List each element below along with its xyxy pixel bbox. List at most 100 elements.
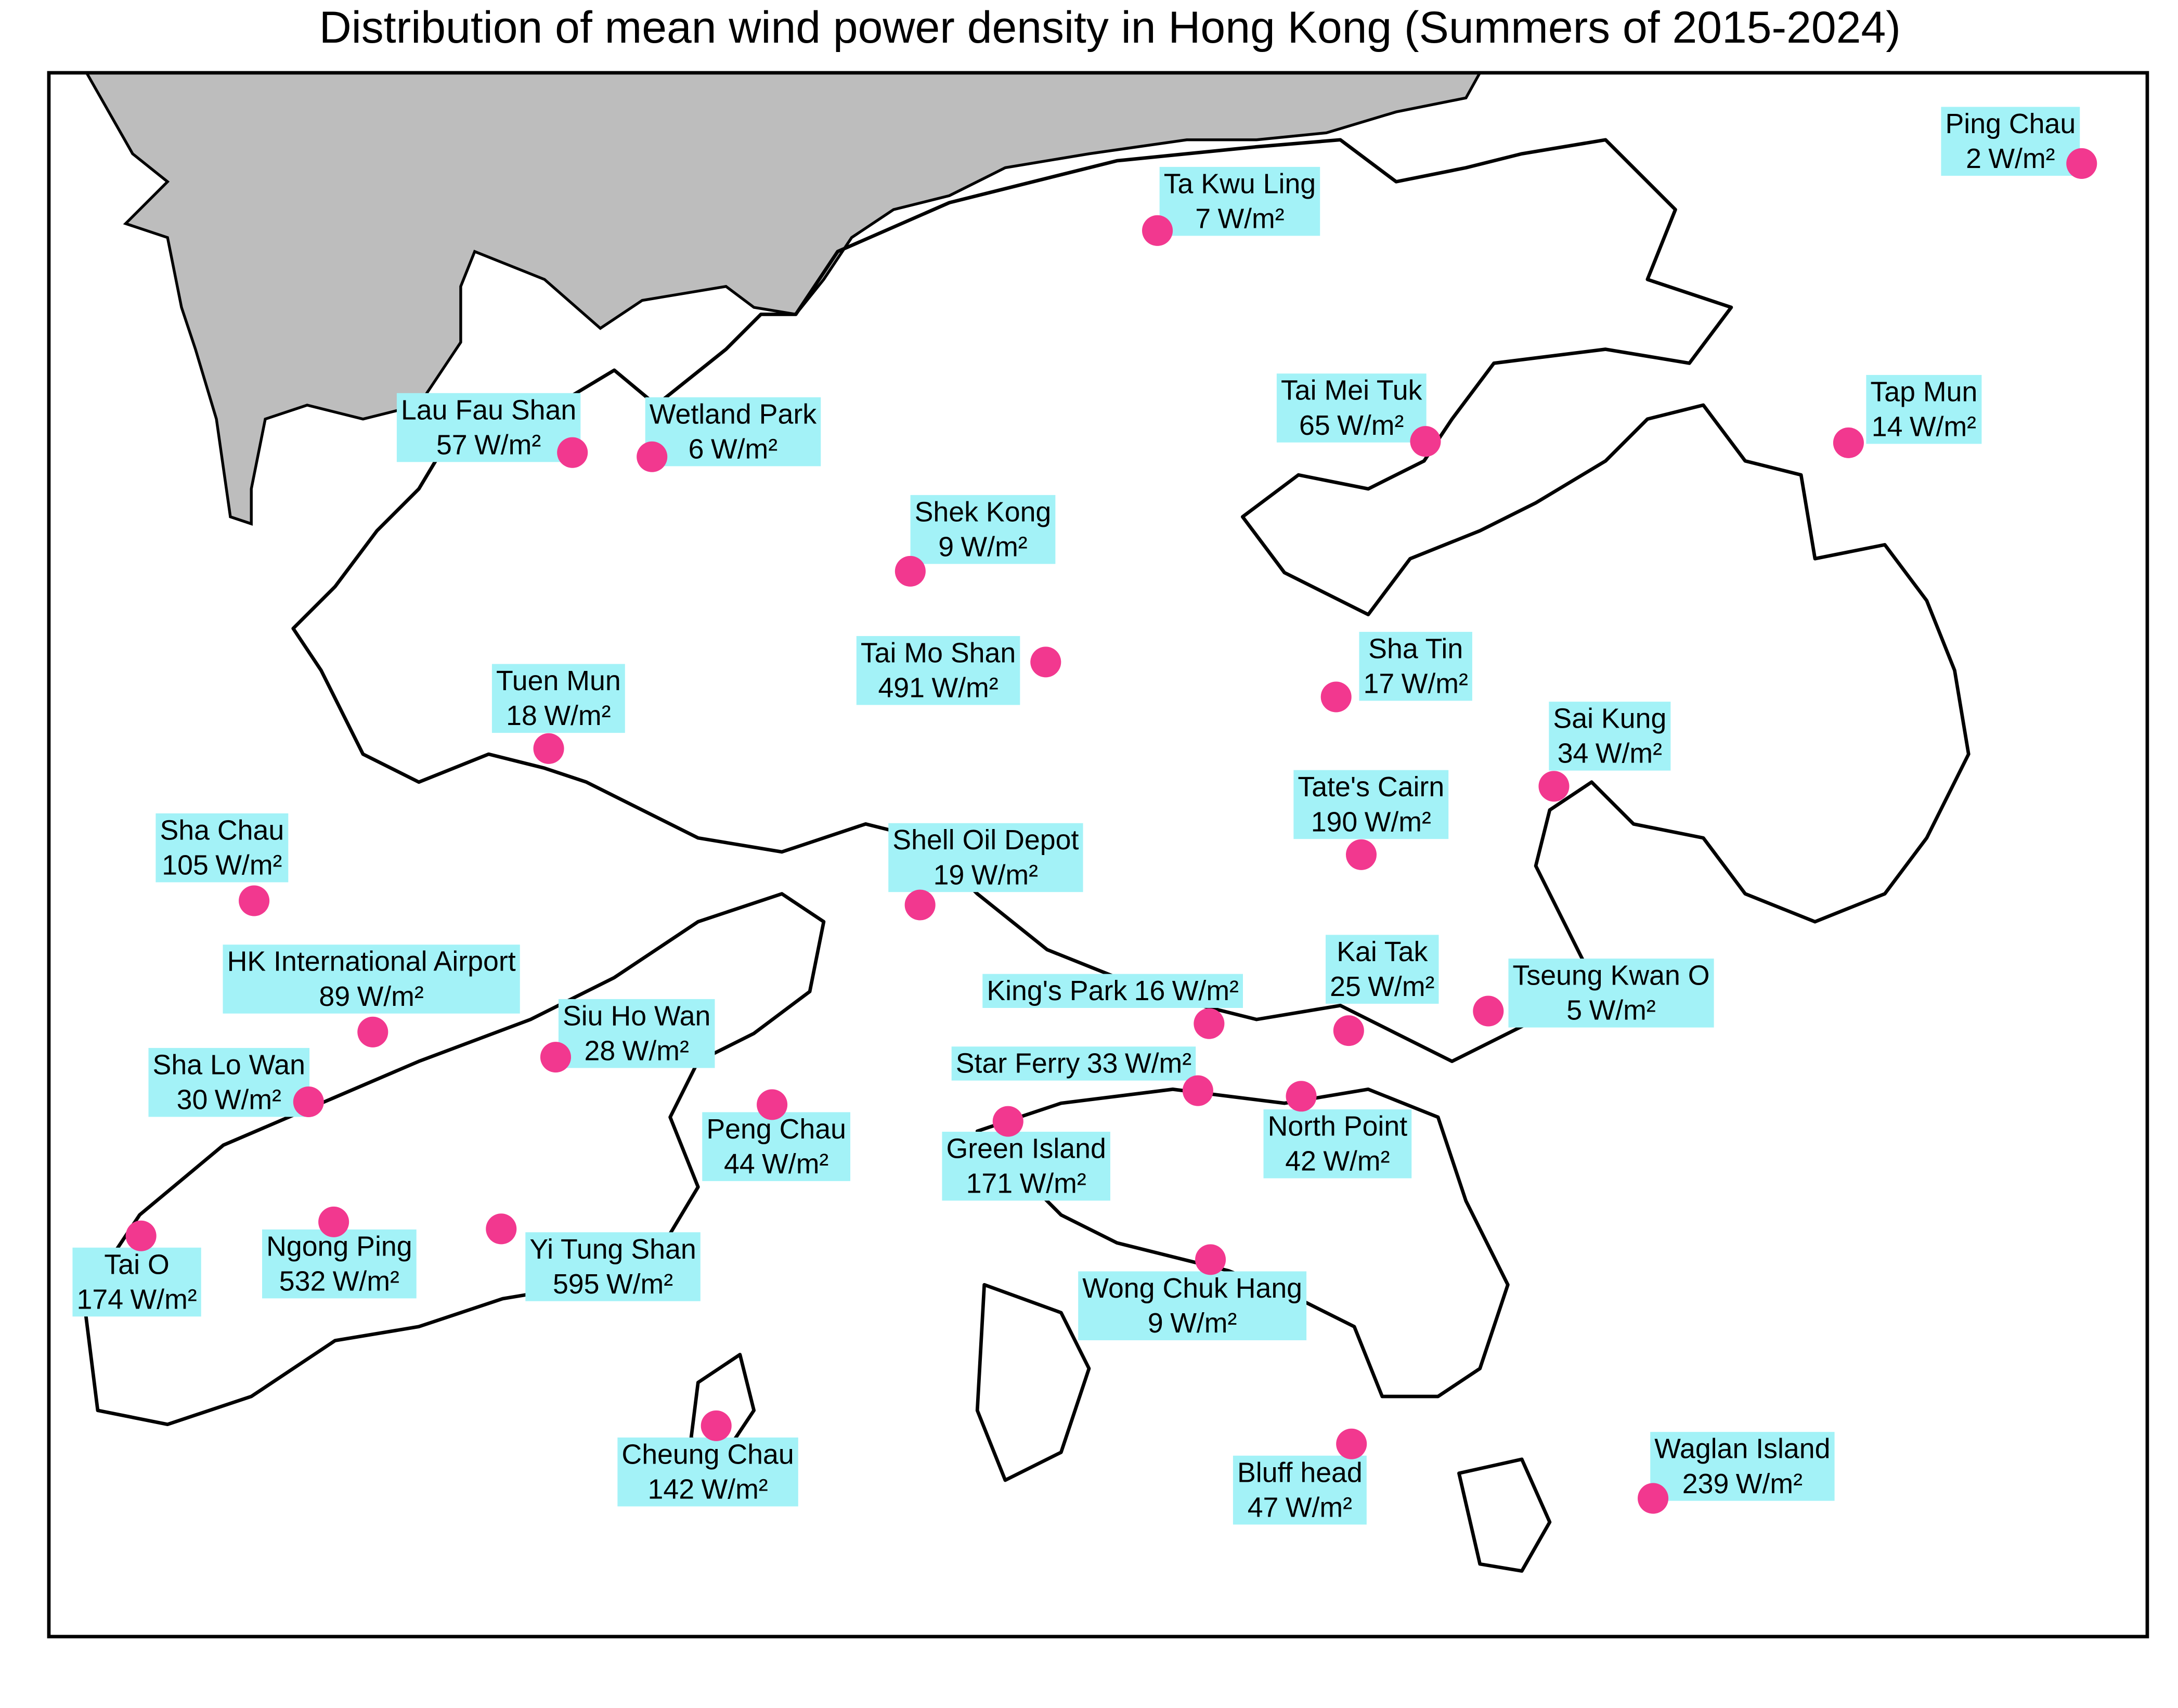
station-marker xyxy=(1333,1015,1364,1046)
station-marker xyxy=(239,885,270,916)
label-box xyxy=(617,1437,798,1507)
land xyxy=(82,71,1970,1573)
station-name: Waglan Island xyxy=(1654,1433,1830,1465)
station-name: Siu Ho Wan xyxy=(563,1001,710,1032)
station-unit: W/m² xyxy=(333,1266,399,1297)
station-marker xyxy=(1286,1081,1317,1112)
label-box xyxy=(1293,770,1449,839)
station-name: North Point xyxy=(1268,1111,1408,1142)
station-marker xyxy=(125,1220,157,1251)
station-name: Sha Tin xyxy=(1368,633,1463,665)
station-marker xyxy=(894,555,926,587)
label-box xyxy=(910,495,1056,564)
station-marker xyxy=(904,889,936,921)
station-unit: W/m² xyxy=(1910,411,1976,443)
station-value: 25 xyxy=(1330,971,1361,1002)
station-text: Green Island 171 W/m² xyxy=(946,1133,1106,1199)
station-label: Bluff head 47 W/m² xyxy=(1233,1455,1367,1525)
station-marker xyxy=(992,1106,1023,1137)
station-label: Tai Mei Tuk 65 W/m² xyxy=(1276,373,1427,443)
station-label: Sha Lo Wan 30 W/m² xyxy=(148,1047,310,1117)
station-label: Tseung Kwan O 5 W/m² xyxy=(1508,959,1714,1028)
station-label: Sha Tin 17 W/m² xyxy=(1359,631,1472,701)
station-marker xyxy=(1030,646,1061,678)
station-label: North Point 42 W/m² xyxy=(1263,1109,1412,1179)
station-text: Star Ferry 33 W/m² xyxy=(956,1048,1191,1079)
station-label: Sha Chau 105 W/m² xyxy=(155,813,289,883)
label-box xyxy=(396,393,581,462)
station-unit: W/m² xyxy=(1596,738,1662,769)
label-box xyxy=(223,944,520,1014)
station-name: Ping Chau xyxy=(1945,108,2076,139)
station-unit: W/m² xyxy=(1589,995,1656,1026)
label-box xyxy=(856,636,1020,705)
station-marker xyxy=(486,1213,517,1245)
station-marker xyxy=(701,1410,732,1441)
station-label: Shell Oil Depot 19 W/m² xyxy=(888,823,1083,892)
station-value: 33 xyxy=(1087,1048,1118,1079)
label-box xyxy=(702,1112,851,1181)
station-name: Tate's Cairn xyxy=(1298,771,1444,803)
station-unit: W/m² xyxy=(701,1474,768,1505)
station-unit: W/m² xyxy=(961,532,1028,563)
station-unit: W/m² xyxy=(1170,1308,1237,1339)
station-text: HK International Airport 89 W/m² xyxy=(227,946,516,1012)
label-box xyxy=(1159,166,1320,236)
station-label: Tate's Cairn 190 W/m² xyxy=(1293,770,1449,839)
station-value: 28 xyxy=(585,1036,616,1067)
station-text: Shell Oil Depot 19 W/m² xyxy=(892,824,1079,890)
station-marker xyxy=(1410,426,1441,457)
station-value: 595 xyxy=(553,1269,600,1300)
station-label: Tai O 174 W/m² xyxy=(72,1247,201,1317)
station-unit: W/m² xyxy=(1402,668,1468,700)
station-unit: W/m² xyxy=(1172,975,1239,1006)
station-name: Shek Kong xyxy=(915,496,1052,527)
station-marker xyxy=(1538,771,1570,802)
station-name: Tap Mun xyxy=(1870,377,1977,408)
station-marker xyxy=(357,1016,388,1047)
station-name: Green Island xyxy=(946,1133,1106,1164)
station-marker xyxy=(1833,427,1864,458)
station-label: Waglan Island 239 W/m² xyxy=(1650,1432,1835,1501)
station-value: 5 xyxy=(1566,995,1582,1026)
station-value: 142 xyxy=(647,1474,694,1505)
station-label: Green Island 171 W/m² xyxy=(942,1131,1110,1201)
station-name: Cheung Chau xyxy=(621,1439,794,1470)
new-territories-coast xyxy=(291,138,1970,1064)
station-text: Kai Tak 25 W/m² xyxy=(1330,936,1434,1002)
station-label: Wong Chuk Hang 9 W/m² xyxy=(1078,1271,1307,1340)
station-text: Cheung Chau 142 W/m² xyxy=(621,1439,794,1505)
station-label: Ping Chau 2 W/m² xyxy=(1941,107,2080,176)
station-label: Peng Chau 44 W/m² xyxy=(702,1112,851,1181)
station-name: Sha Chau xyxy=(160,815,284,846)
label-box xyxy=(1650,1432,1835,1501)
station-text: Ping Chau 2 W/m² xyxy=(1945,108,2076,174)
station-text: Bluff head 47 W/m² xyxy=(1237,1457,1363,1523)
station-value: 89 xyxy=(319,981,350,1012)
po-toi-coast xyxy=(1457,1457,1552,1573)
label-box xyxy=(491,664,625,733)
label-box xyxy=(1078,1271,1307,1340)
station-marker xyxy=(293,1086,324,1118)
station-text: Tai Mo Shan 491 W/m² xyxy=(861,638,1016,704)
station-value: 532 xyxy=(279,1266,326,1297)
station-text: Ta Kwu Ling 7 W/m² xyxy=(1164,169,1316,235)
lantau-coast xyxy=(82,892,826,1427)
station-value: 9 xyxy=(1148,1308,1163,1339)
station-label: Tap Mun 14 W/m² xyxy=(1866,374,1982,444)
station-label: Tai Mo Shan 491 W/m² xyxy=(856,636,1020,705)
station-text: Wetland Park 6 W/m² xyxy=(650,399,816,465)
station-text: Tseung Kwan O 5 W/m² xyxy=(1513,960,1710,1026)
station-value: 16 xyxy=(1134,975,1165,1006)
station-value: 2 xyxy=(1966,143,1981,174)
station-name: Tai O xyxy=(104,1249,169,1280)
label-box xyxy=(1326,935,1439,1004)
station-marker xyxy=(1336,1428,1367,1459)
map-title: Distribution of mean wind power density … xyxy=(319,3,1901,53)
station-text: Siu Ho Wan 28 W/m² xyxy=(563,1001,710,1067)
station-marker xyxy=(2066,148,2097,179)
station-label: Yi Tung Shan 595 W/m² xyxy=(525,1232,701,1301)
label-box xyxy=(1508,959,1714,1028)
station-label: Siu Ho Wan 28 W/m² xyxy=(558,999,715,1068)
